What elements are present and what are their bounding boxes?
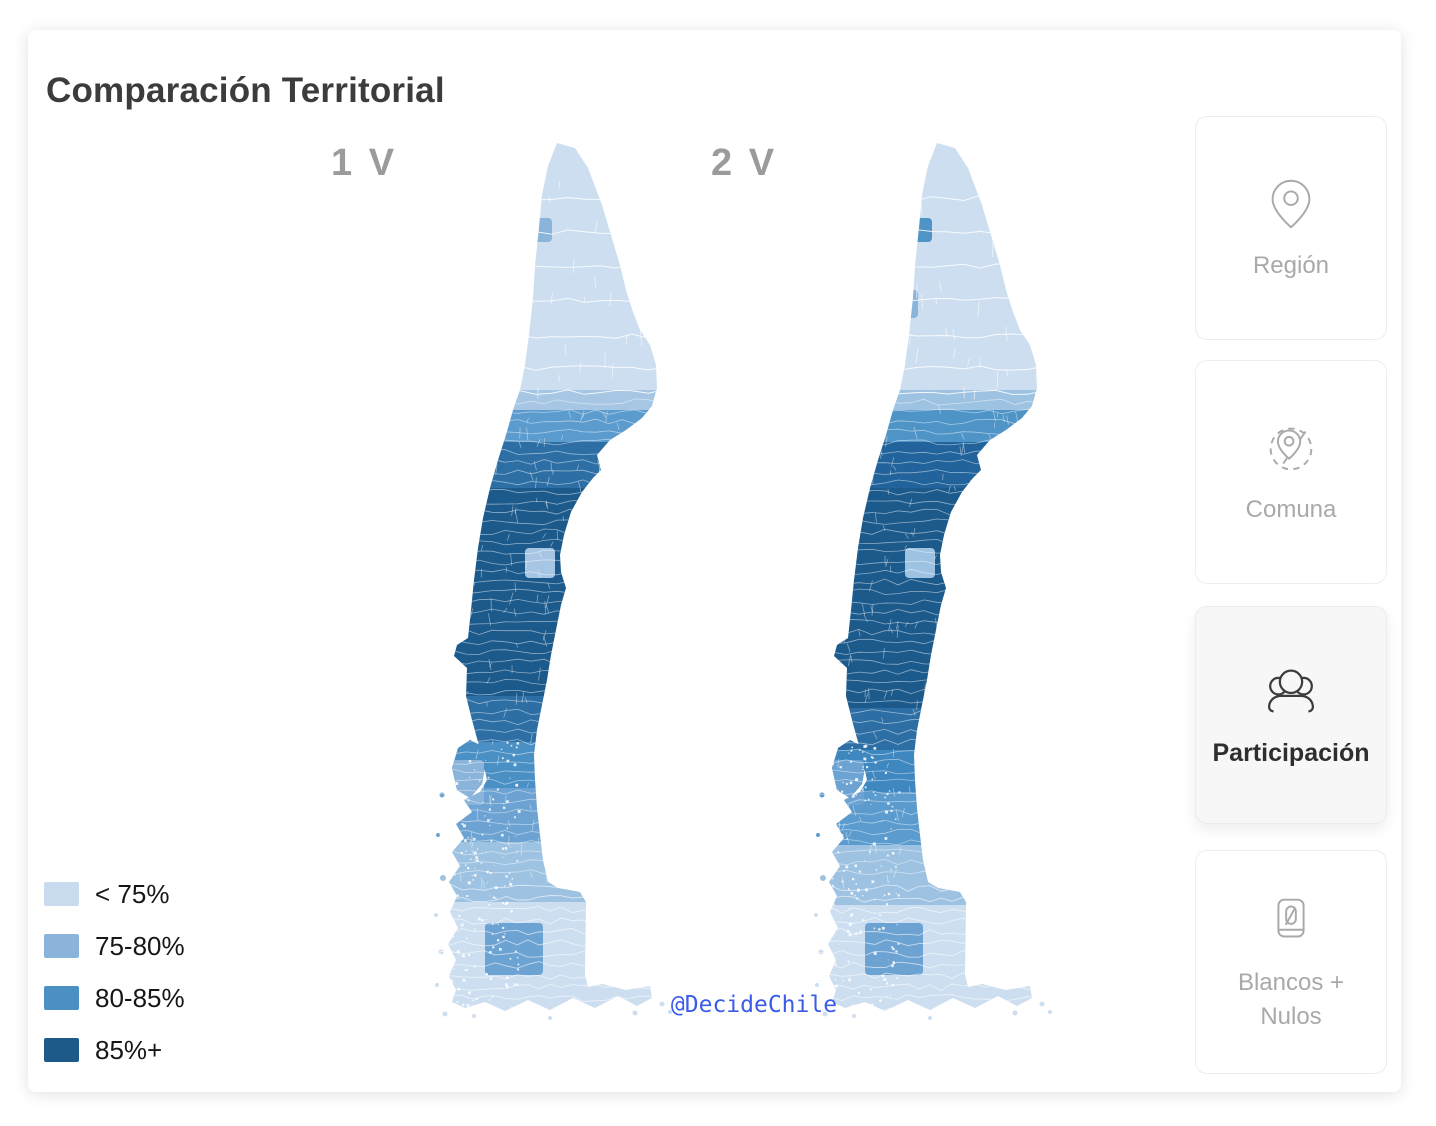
legend-label: 75-80% xyxy=(95,930,185,961)
legend-item: 85%+ xyxy=(44,1032,185,1068)
comparison-card: Comparación Territorial 1 V 2 V < 75% 75… xyxy=(28,30,1401,1092)
legend-swatch xyxy=(44,1038,79,1062)
legend-item: 80-85% xyxy=(44,980,185,1016)
watermark-handle: @DecideChile xyxy=(670,992,838,1018)
comuna-button[interactable]: Comuna xyxy=(1195,360,1387,584)
comuna-area-pin-icon xyxy=(1260,417,1322,479)
comuna-button-label: Comuna xyxy=(1245,496,1337,523)
participacion-button-label: Participación xyxy=(1212,739,1370,767)
legend-swatch xyxy=(44,882,79,906)
legend-label: 85%+ xyxy=(95,1034,163,1065)
choropleth-map-first-round[interactable] xyxy=(430,140,680,1022)
legend-item: 75-80% xyxy=(44,928,185,964)
blancos-nulos-label-line1: Blancos + xyxy=(1237,969,1345,996)
null-ballot-icon xyxy=(1260,890,1322,952)
blancos-nulos-button[interactable]: Blancos + Nulos xyxy=(1195,850,1387,1074)
map-label-second-round: 2 V xyxy=(711,142,778,184)
legend-label: < 75% xyxy=(95,878,170,909)
map-label-first-round: 1 V xyxy=(331,142,398,184)
choropleth-map-second-round[interactable] xyxy=(810,140,1060,1022)
page-title: Comparación Territorial xyxy=(46,71,445,111)
blancos-nulos-label-line2: Nulos xyxy=(1260,1003,1322,1030)
region-button-label: Región xyxy=(1252,252,1330,279)
people-group-icon xyxy=(1260,660,1322,722)
legend-item: < 75% xyxy=(44,876,185,912)
legend-swatch xyxy=(44,986,79,1010)
legend-label: 80-85% xyxy=(95,982,185,1013)
legend-swatch xyxy=(44,934,79,958)
region-button[interactable]: Región xyxy=(1195,116,1387,340)
map-pin-icon xyxy=(1260,173,1322,235)
legend: < 75% 75-80% 80-85% 85%+ xyxy=(44,876,185,1084)
participacion-button[interactable]: Participación xyxy=(1195,606,1387,824)
